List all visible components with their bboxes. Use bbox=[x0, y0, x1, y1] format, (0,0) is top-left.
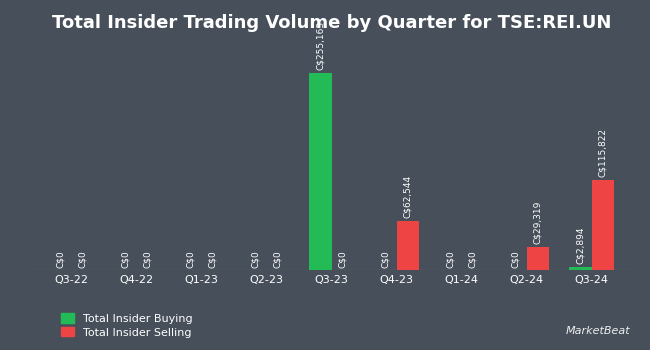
Text: C$0: C$0 bbox=[121, 251, 129, 268]
Legend: Total Insider Buying, Total Insider Selling: Total Insider Buying, Total Insider Sell… bbox=[58, 310, 196, 341]
Text: C$0: C$0 bbox=[56, 251, 64, 268]
Bar bbox=[396, 221, 419, 270]
Text: C$0: C$0 bbox=[186, 251, 194, 268]
Text: C$62,544: C$62,544 bbox=[404, 175, 412, 218]
Title: Total Insider Trading Volume by Quarter for TSE:REI.UN: Total Insider Trading Volume by Quarter … bbox=[52, 14, 611, 32]
Text: C$115,822: C$115,822 bbox=[599, 128, 607, 177]
Bar bbox=[309, 73, 332, 270]
Text: C$0: C$0 bbox=[446, 251, 454, 268]
Text: C$0: C$0 bbox=[79, 251, 87, 268]
Bar bbox=[526, 247, 549, 270]
Text: C$0: C$0 bbox=[209, 251, 217, 268]
Bar bbox=[569, 267, 592, 270]
Text: C$0: C$0 bbox=[511, 251, 519, 268]
Text: C$255,163: C$255,163 bbox=[316, 21, 324, 70]
Text: C$0: C$0 bbox=[381, 251, 389, 268]
Text: C$0: C$0 bbox=[144, 251, 152, 268]
Bar bbox=[592, 180, 614, 270]
Text: C$0: C$0 bbox=[339, 251, 347, 268]
Text: C$0: C$0 bbox=[251, 251, 259, 268]
Text: MarketBeat: MarketBeat bbox=[566, 326, 630, 336]
Text: C$29,319: C$29,319 bbox=[534, 201, 542, 244]
Text: C$2,894: C$2,894 bbox=[576, 227, 584, 264]
Text: C$0: C$0 bbox=[469, 251, 477, 268]
Text: C$0: C$0 bbox=[274, 251, 282, 268]
